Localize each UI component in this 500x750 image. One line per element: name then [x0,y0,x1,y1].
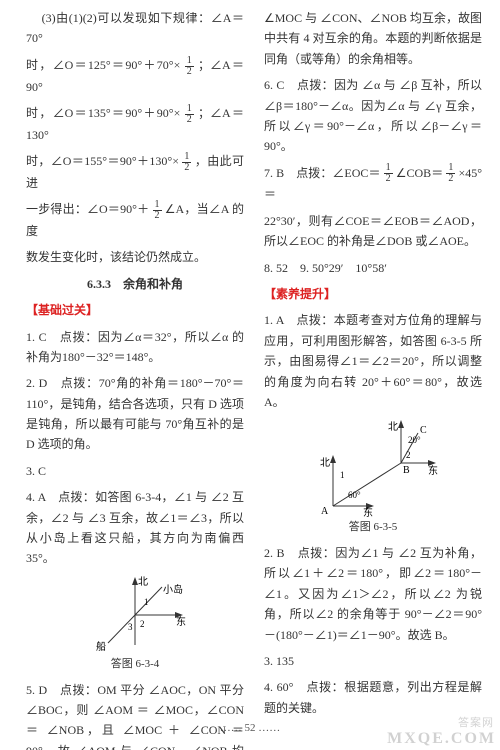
svg-text:东: 东 [428,464,438,477]
frac-half-icon: 12 [185,104,194,125]
frac-half-icon: 12 [182,152,191,173]
section-title: 6.3.3 余角和补角 [26,274,244,294]
t: 7. B 点拨：∠EOC＝ [264,166,381,180]
left-p1: (3)由(1)(2)可以发现如下规律：∠A＝70° [26,8,244,49]
q6: 6. C 点拨：因为 ∠α 与 ∠β 互补，所以∠β＝180°－∠α。因为∠α … [264,75,482,157]
t: 一步得出：∠O＝90°＋ [26,202,149,216]
svg-text:3: 3 [128,622,133,632]
figure-6-3-5-caption: 答图 6-3-5 [264,518,482,537]
svg-text:1: 1 [340,470,345,480]
group-advanced: 【素养提升】 [264,284,482,304]
left-p5: 数发生变化时，该结论仍然成立。 [26,247,244,267]
svg-text:2: 2 [406,450,411,460]
svg-text:20°: 20° [408,435,421,445]
figure-6-3-5: 北 C 20° 2 东 B 北 1 60° A 东 答图 6-3-5 [264,418,482,537]
q3: 3. C [26,461,244,481]
q1: 1. C 点拨：因为∠α＝32°，所以∠α 的补角为180°－32°＝148°。 [26,327,244,368]
svg-text:东: 东 [363,506,373,518]
left-p1b: 时，∠O＝125°＝90°＋70°× 12 ；∠A＝90° [26,55,244,97]
left-p4: 一步得出：∠O＝90°＋ 12 ∠A，当∠A 的度 [26,199,244,241]
svg-text:B: B [403,465,410,476]
s3: 3. 135 [264,651,482,671]
group-basic: 【基础过关】 [26,300,244,320]
q2: 2. D 点拨：70°角的补角＝180°－70°＝110°，是钝角，结合各选项，… [26,373,244,455]
s4: 4. 60° 点拨：根据题意，列出方程是解题的关键。 [264,677,482,718]
q5: 5. D 点拨：OM 平分 ∠AOC，ON 平分 ∠BOC，则 ∠AOM ＝ ∠… [26,680,244,750]
frac-half-icon: 12 [153,200,162,221]
svg-text:东: 东 [176,615,186,628]
watermark-text: 答案网 [458,714,494,730]
right-p1: ∠MOC 与 ∠CON、∠NOB 均互余，故图中共有 4 对互余的角。本题的判断… [264,8,482,69]
svg-text:船: 船 [96,640,106,653]
left-p2: 时，∠O＝135°＝90°＋90°× 12 ；∠A＝130° [26,103,244,145]
t: 时，∠O＝135°＝90°＋90°× [26,106,180,120]
frac-half-icon: 12 [185,56,194,77]
svg-text:北: 北 [388,421,398,433]
svg-text:60°: 60° [348,490,361,500]
t: 时，∠O＝155°＝90°＋130°× [26,154,179,168]
svg-text:小岛: 小岛 [163,583,183,596]
t: ∠COB＝ [396,166,444,180]
figure-6-3-4: 北 小岛 1 2 3 东 船 答图 6-3-4 [26,575,244,674]
svg-text:1: 1 [144,597,149,607]
svg-text:2: 2 [140,619,145,629]
s1: 1. A 点拨：本题考查对方位角的理解与应用，可利用图形解答，如答图 6-3-5… [264,310,482,412]
watermark-url: MXQE.COM [387,730,496,748]
t: 时，∠O＝125°＝90°＋70°× [26,58,180,72]
t: (3)由(1)(2)可以发现如下规律：∠A＝70° [26,11,244,45]
left-p3: 时，∠O＝155°＝90°＋130°× 12 ，由此可进 [26,151,244,193]
q8: 8. 52 9. 50°29′ 10°58′ [264,258,482,278]
svg-text:北: 北 [138,576,148,588]
q4: 4. A 点拨：如答图 6-3-4，∠1 与 ∠2 互余，∠2 与 ∠3 互余，… [26,487,244,569]
q7d: 22°30′，则有∠COE＝∠EOB＝∠AOD，所以∠EOC 的补角是∠DOB … [264,211,482,252]
s2: 2. B 点拨：因为∠1 与 ∠2 互为补角，所以∠1＋∠2＝180°，即∠2＝… [264,543,482,645]
svg-text:A: A [321,506,329,517]
frac-half-icon: 12 [446,163,455,184]
q7: 7. B 点拨：∠EOC＝ 12 ∠COB＝ 12 ×45°＝ [264,163,482,205]
frac-half-icon: 12 [384,163,393,184]
svg-text:北: 北 [320,457,330,469]
svg-text:C: C [420,425,427,436]
figure-6-3-4-caption: 答图 6-3-4 [26,655,244,674]
